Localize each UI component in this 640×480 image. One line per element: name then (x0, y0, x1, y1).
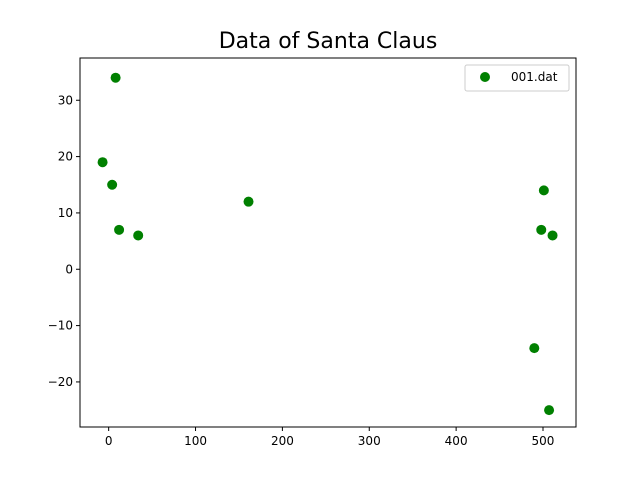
x-tick-label: 400 (445, 434, 468, 448)
data-point (529, 343, 540, 354)
scatter-points (97, 72, 558, 416)
legend-box (464, 64, 570, 92)
y-tick-label: −20 (48, 375, 73, 389)
data-point (547, 230, 558, 241)
y-tick-label: 20 (58, 150, 73, 164)
data-point (107, 179, 118, 190)
data-point (243, 196, 254, 207)
y-tick-label: 0 (65, 262, 73, 276)
y-tick-label: 10 (58, 206, 73, 220)
legend: 001.dat (464, 64, 570, 92)
x-tick-label: 100 (184, 434, 207, 448)
data-point (133, 230, 144, 241)
x-tick-label: 0 (105, 434, 113, 448)
x-tick-label: 200 (271, 434, 294, 448)
data-point (536, 224, 547, 235)
axes: 0 100 200 300 400 500 −20 −10 0 10 20 30 (48, 57, 577, 448)
data-point (538, 185, 549, 196)
x-tick-label: 500 (532, 434, 555, 448)
y-tick-label: 30 (58, 93, 73, 107)
data-point (544, 405, 555, 416)
chart-title: Data of Santa Claus (219, 29, 438, 54)
y-tick-label: −10 (48, 319, 73, 333)
data-point (110, 72, 121, 83)
legend-marker (480, 72, 490, 82)
plot-frame (79, 57, 577, 428)
data-point (97, 157, 108, 168)
x-tick-label: 300 (358, 434, 381, 448)
legend-label: 001.dat (511, 70, 558, 84)
data-point (114, 224, 125, 235)
